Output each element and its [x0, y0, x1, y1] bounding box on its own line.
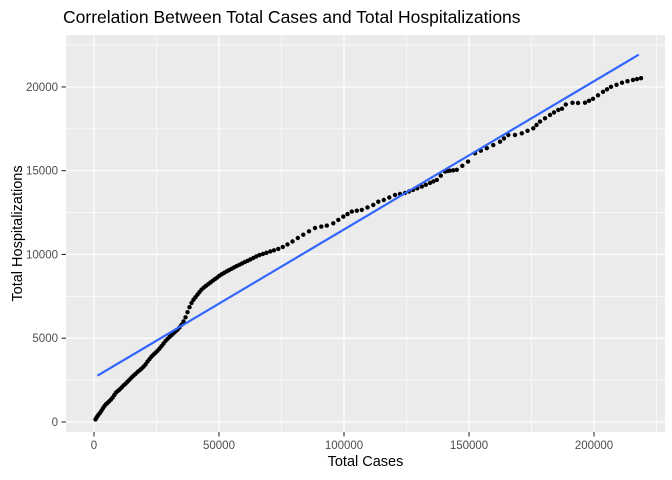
regression-line [97, 54, 640, 377]
data-point [306, 229, 312, 234]
x-tick-label: 150000 [450, 440, 488, 452]
data-point [497, 139, 503, 144]
data-point [260, 251, 266, 257]
data-point [625, 79, 630, 84]
data-point [376, 199, 381, 204]
data-point [634, 76, 640, 82]
data-point [181, 319, 186, 324]
chart-title: Correlation Between Total Cases and Tota… [63, 7, 521, 27]
data-point [542, 116, 548, 121]
data-point [336, 217, 341, 223]
data-point [534, 122, 539, 128]
data-point [484, 146, 489, 151]
data-point [345, 211, 350, 217]
data-point [438, 173, 443, 178]
data-point [537, 119, 543, 124]
data-point [276, 246, 281, 252]
data-point [465, 159, 471, 164]
y-tick-label: 10000 [26, 249, 58, 261]
data-point [349, 209, 354, 214]
data-point [280, 244, 285, 250]
data-point [525, 128, 530, 133]
data-point [257, 252, 262, 258]
data-point [183, 315, 188, 320]
data-point [519, 131, 524, 136]
data-point [575, 100, 581, 106]
data-point [614, 82, 619, 88]
y-axis-title: Total Hospitalizations [10, 165, 26, 301]
axes: 0 50000 100000 150000 200000 0 5000 10000 15000 2… [26, 82, 613, 452]
data-point [551, 110, 557, 115]
data-point [491, 142, 496, 148]
data-point [608, 84, 614, 90]
data-point [451, 168, 456, 173]
data-point [312, 225, 318, 231]
data-point [638, 76, 644, 81]
data-point [512, 132, 518, 138]
data-point [619, 80, 625, 85]
data-point [341, 214, 346, 219]
data-point [301, 232, 306, 237]
data-point [604, 87, 610, 92]
x-tick-label: 100000 [325, 440, 363, 452]
data-point [392, 192, 398, 198]
data-point [454, 167, 459, 172]
data-point [586, 98, 592, 104]
data-point [324, 223, 329, 228]
data-point [556, 107, 561, 113]
data-point [531, 126, 536, 131]
data-point [185, 310, 190, 315]
data-point [600, 89, 606, 95]
data-point [331, 221, 336, 226]
data-point [359, 207, 364, 213]
data-point [423, 182, 428, 187]
data-point [501, 136, 507, 141]
data-point [387, 195, 392, 200]
data-point [582, 100, 588, 105]
data-point [295, 235, 300, 241]
data-point [547, 112, 553, 118]
data-point [419, 184, 424, 189]
y-tick-label: 20000 [26, 82, 58, 94]
panel-background [66, 35, 665, 432]
data-point [460, 163, 465, 168]
data-point [354, 208, 359, 213]
x-tick-label: 200000 [575, 440, 613, 452]
data-point [371, 202, 376, 208]
data-point [563, 102, 568, 107]
data-point [189, 300, 194, 306]
data-point [290, 239, 295, 244]
gridlines [66, 35, 665, 432]
y-tick-label: 5000 [32, 333, 58, 345]
data-point [381, 197, 386, 203]
y-tick-label: 0 [52, 417, 58, 429]
data-point [595, 93, 601, 98]
x-tick-label: 0 [91, 440, 97, 452]
data-point [187, 305, 192, 310]
data-point [427, 180, 433, 186]
y-tick-label: 15000 [26, 166, 58, 178]
data-point [570, 100, 575, 106]
plot-panel [66, 35, 665, 432]
x-tick-label: 50000 [203, 440, 235, 452]
data-point [365, 205, 370, 210]
data-point [285, 242, 290, 247]
data-point [271, 248, 277, 253]
data-point [319, 224, 324, 229]
data-point [447, 168, 453, 173]
data-point [434, 177, 439, 183]
data-point [630, 77, 636, 83]
trend-line [97, 54, 640, 377]
data-point [590, 96, 596, 102]
x-axis-title: Total Cases [328, 454, 404, 470]
data-point [559, 106, 565, 111]
data-point [431, 179, 436, 184]
data-point [268, 249, 273, 254]
data-point [264, 250, 269, 255]
